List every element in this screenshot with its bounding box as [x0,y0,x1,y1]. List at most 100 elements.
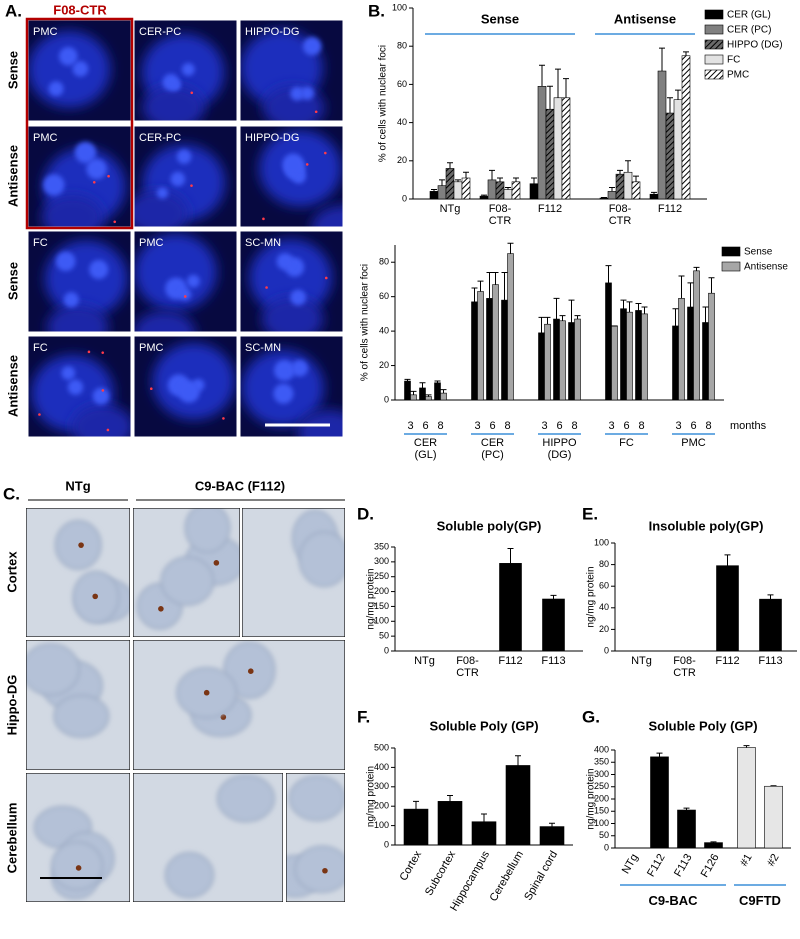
y-tick-label: 100 [594,537,609,547]
y-tick-label: 0 [384,645,389,655]
cell-label: FC [33,342,48,354]
bar [708,292,715,401]
row-label: Antisense [5,145,20,207]
panel-label: F. [357,707,370,726]
error-bar [625,160,631,173]
chromocenter [274,359,295,381]
x-tick-label: F112 [657,203,683,215]
bar [453,181,463,200]
chromocenter [48,81,64,97]
x-tick-label: 6 [422,420,428,432]
x-tick-label: F08- CTR [608,203,632,227]
x-tick-label: F08- CTR [673,655,696,679]
error-bar [489,169,495,180]
bar [759,598,782,652]
bar [492,284,499,401]
y-tick-label: 250 [374,571,389,581]
micrograph [134,336,237,437]
cell [294,845,345,893]
cell [288,775,345,822]
micrograph [26,640,130,770]
bar [511,181,521,200]
bar [561,97,571,200]
y-tick-label: 0 [604,842,609,852]
error-bar [710,841,717,843]
error-bar [617,169,623,175]
foci-stain [78,542,84,548]
error-bar [620,299,627,309]
focus-dot [107,174,110,178]
bar [665,112,675,200]
cell-label: CER-PC [139,132,181,144]
chromocenter [302,36,322,56]
bar [672,325,679,401]
y-tick-label: 200 [374,801,389,811]
cell [184,508,231,553]
bar [553,318,560,401]
error-bar [702,306,709,323]
error-bar [507,242,514,254]
micrograph [133,773,283,902]
bar [704,842,723,849]
bar [537,86,547,200]
y-tick-label: 20 [397,155,407,165]
y-axis-label: % of cells with nuclear foci [378,45,389,162]
error-bar [547,85,553,110]
focus-dot [314,110,318,114]
column-header: C9-BAC (F112) [195,478,285,493]
micrograph [26,508,130,637]
micrograph [133,508,240,637]
bar [440,392,447,401]
micrograph [26,773,130,902]
row-label: Antisense [5,355,20,417]
group-label: C9FTD [739,893,781,908]
y-axis-label: ng/mg protein [586,768,597,829]
x-tick-label: Subcortex [423,849,458,898]
micrograph [242,508,345,637]
chromocenter [67,379,84,395]
x-tick-label: 8 [504,420,510,432]
chromocenter [92,387,110,405]
micrograph [134,231,237,332]
y-tick-label: 60 [379,291,389,301]
bar [657,70,667,200]
focus-dot [190,184,193,187]
error-bar [431,188,437,192]
x-tick-label: 8 [638,420,644,432]
x-tick-label-box: F113 [541,655,565,667]
group-label-box: C9-BAC [648,893,697,908]
error-bar [635,303,642,311]
group-label: HIPPO (DG) [542,437,577,461]
y-tick-label: 200 [594,793,609,803]
bar [404,380,411,401]
error-bar [559,315,566,321]
legend-label: CER (PC) [727,25,771,36]
panel-label: D. [357,504,374,523]
chromocenter [170,171,186,187]
micrograph [28,20,131,121]
error-bar [501,272,508,301]
bar [716,565,739,652]
error-bar [574,315,581,320]
error-bar [633,175,639,182]
error-bar [492,272,499,285]
foci-stain [322,867,328,874]
cell [216,774,275,823]
cell [164,852,215,898]
nucleus [134,233,217,311]
foci-stain [220,714,227,720]
focus-dot [262,217,265,221]
error-bar [439,179,445,186]
legend-label: PMC [727,70,749,81]
chromocenter [58,47,78,66]
bar [620,308,627,401]
chromocenter [300,86,315,100]
foci-stain [203,689,210,696]
chromocenter [290,86,305,101]
focus-dot [106,428,110,432]
error-bar [651,191,657,195]
x-tick-label: NTg [620,852,641,876]
legend-swatch [704,39,724,50]
